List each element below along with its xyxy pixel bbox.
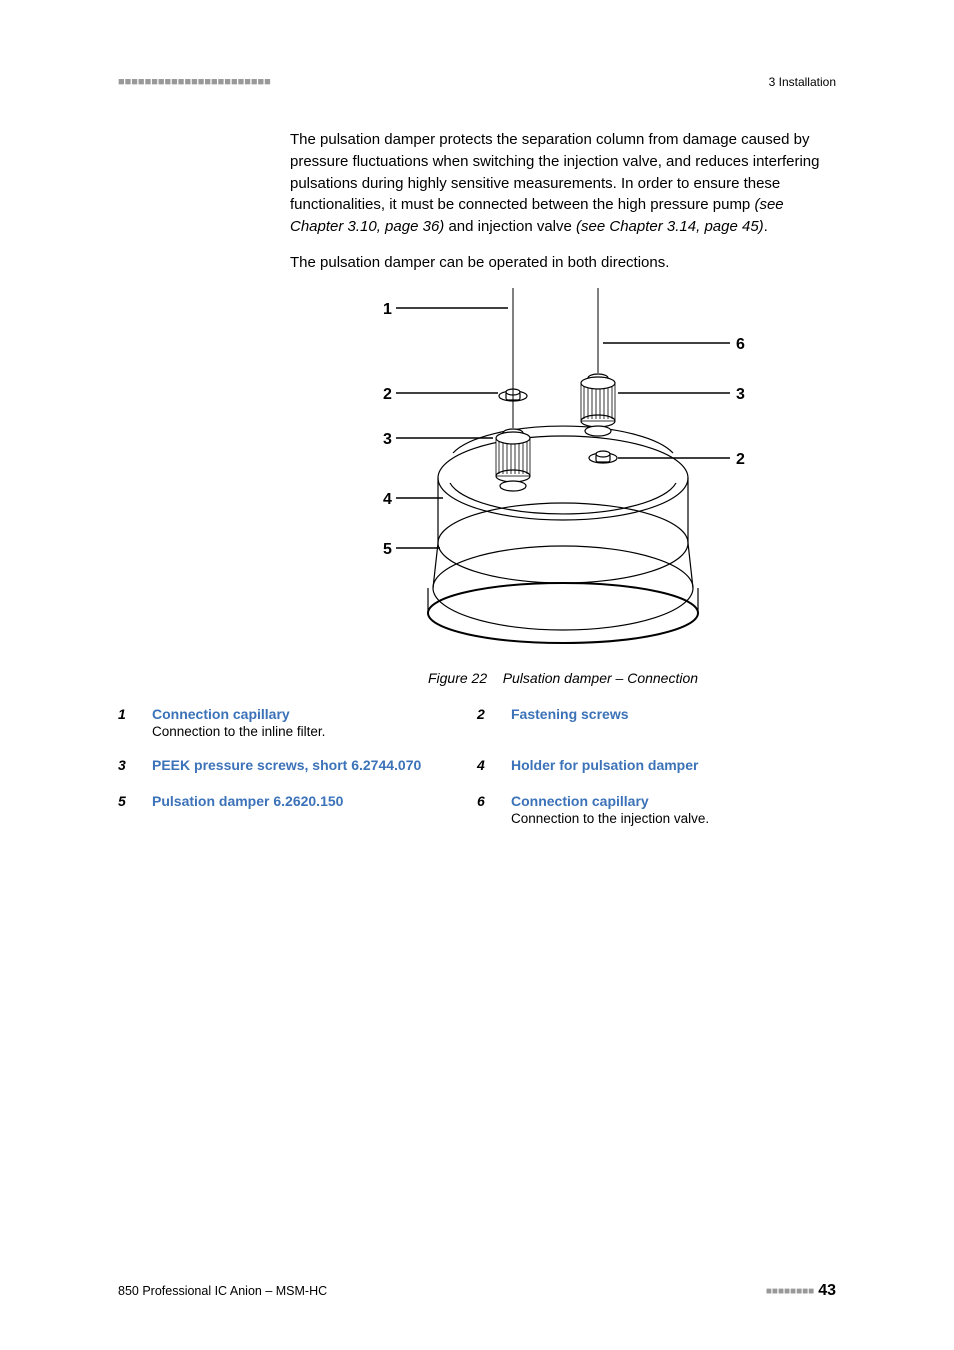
callout-left-2: 2 (383, 386, 392, 403)
callout-right-3: 3 (736, 386, 745, 403)
footer-left: 850 Professional IC Anion – MSM-HC (118, 1284, 327, 1298)
figure-legend: 1 Connection capillary Connection to the… (118, 706, 836, 844)
paragraph-2: The pulsation damper can be operated in … (290, 252, 836, 274)
callout-left-1: 1 (383, 301, 392, 318)
paragraph-1-ref2: (see Chapter 3.14, page 45) (576, 218, 764, 235)
callout-left-5: 5 (383, 541, 392, 558)
figure-container: 1 2 3 4 5 6 3 2 (290, 288, 836, 658)
legend-desc: Connection to the injection valve. (511, 811, 816, 826)
page: ■■■■■■■■■■■■■■■■■■■■■■■ 3 Installation T… (0, 0, 954, 1350)
legend-num: 4 (477, 757, 511, 775)
paragraph-1-part2: and injection valve (444, 218, 576, 235)
legend-item-5: 5 Pulsation damper 6.2620.150 (118, 793, 477, 826)
header-section-label: 3 Installation (769, 75, 836, 89)
legend-content: Connection capillary Connection to the i… (152, 706, 477, 739)
legend-content: PEEK pressure screws, short 6.2744.070 (152, 757, 477, 775)
figure-caption-text: Pulsation damper – Connection (503, 670, 698, 686)
callout-right-6: 6 (736, 336, 745, 353)
legend-num: 1 (118, 706, 152, 739)
footer-dashes: ■■■■■■■■ (766, 1286, 814, 1297)
legend-title: Connection capillary (152, 706, 457, 722)
paragraph-1: The pulsation damper protects the separa… (290, 129, 836, 238)
page-footer: 850 Professional IC Anion – MSM-HC ■■■■■… (118, 1282, 836, 1300)
legend-title: Holder for pulsation damper (511, 757, 816, 773)
figure-caption: Figure 22 Pulsation damper – Connection (290, 670, 836, 686)
legend-title: Pulsation damper 6.2620.150 (152, 793, 457, 809)
callout-left-3: 3 (383, 431, 392, 448)
legend-content: Pulsation damper 6.2620.150 (152, 793, 477, 826)
callout-right-2: 2 (736, 451, 745, 468)
figure-diagram: 1 2 3 4 5 6 3 2 (378, 288, 748, 658)
legend-desc: Connection to the inline filter. (152, 724, 457, 739)
paragraph-1-part3: . (764, 218, 768, 235)
footer-right: ■■■■■■■■ 43 (766, 1282, 836, 1300)
paragraph-1-part1: The pulsation damper protects the separa… (290, 131, 819, 213)
legend-content: Holder for pulsation damper (511, 757, 836, 775)
page-header: ■■■■■■■■■■■■■■■■■■■■■■■ 3 Installation (118, 75, 836, 89)
legend-num: 5 (118, 793, 152, 826)
header-dashes-left: ■■■■■■■■■■■■■■■■■■■■■■■ (118, 76, 271, 88)
pulsation-damper-svg: 1 2 3 4 5 6 3 2 (378, 288, 748, 653)
legend-item-2: 2 Fastening screws (477, 706, 836, 739)
legend-num: 2 (477, 706, 511, 739)
legend-num: 3 (118, 757, 152, 775)
legend-num: 6 (477, 793, 511, 826)
legend-title: PEEK pressure screws, short 6.2744.070 (152, 757, 457, 773)
legend-title: Connection capillary (511, 793, 816, 809)
figure-caption-label: Figure 22 (428, 670, 487, 686)
footer-page-number: 43 (818, 1282, 836, 1300)
legend-content: Connection capillary Connection to the i… (511, 793, 836, 826)
legend-title: Fastening screws (511, 706, 816, 722)
legend-item-6: 6 Connection capillary Connection to the… (477, 793, 836, 826)
legend-content: Fastening screws (511, 706, 836, 739)
legend-item-4: 4 Holder for pulsation damper (477, 757, 836, 775)
legend-item-1: 1 Connection capillary Connection to the… (118, 706, 477, 739)
callout-left-4: 4 (383, 491, 392, 508)
legend-item-3: 3 PEEK pressure screws, short 6.2744.070 (118, 757, 477, 775)
